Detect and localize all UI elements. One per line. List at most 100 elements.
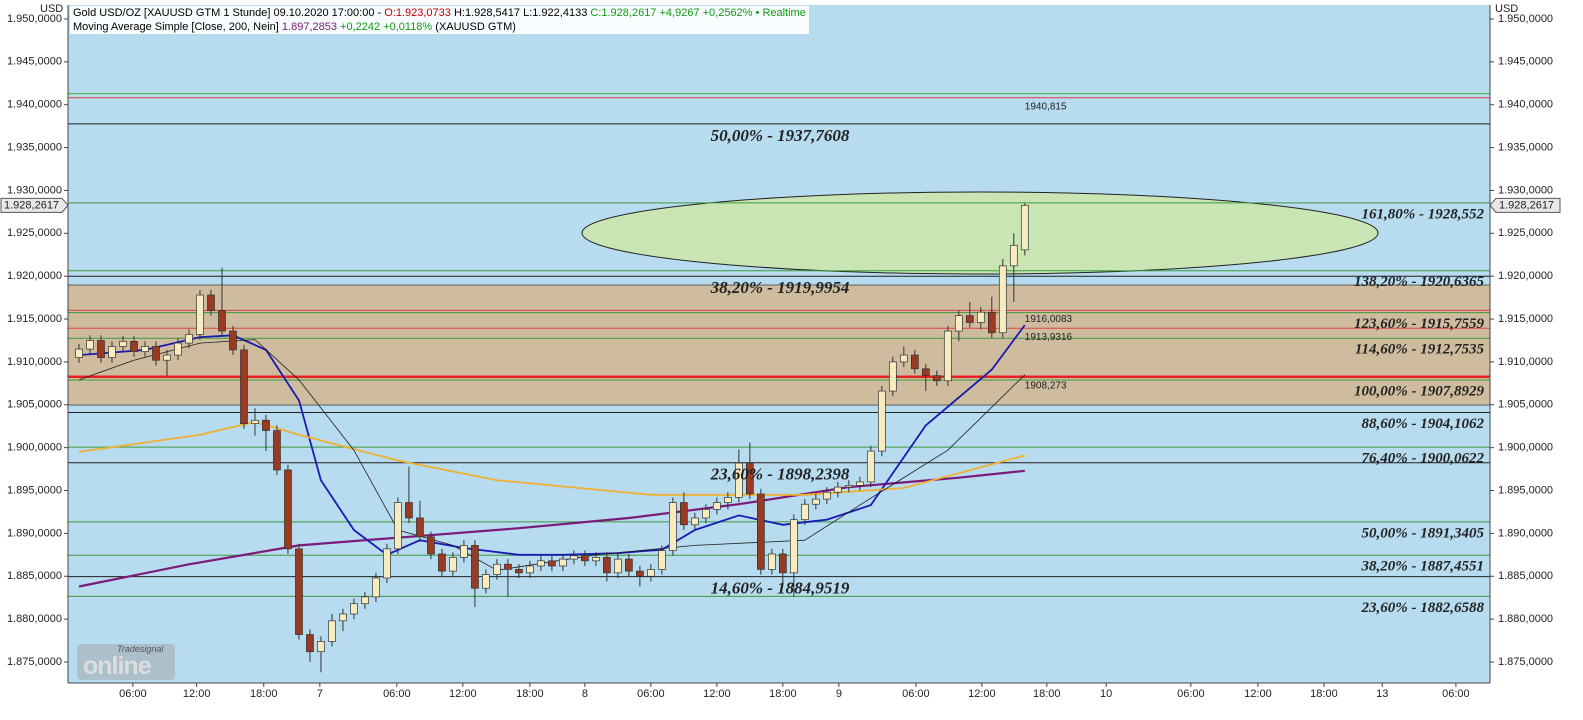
level-label: 38,20% - 1887,4551: [1361, 559, 1485, 575]
level-label: 14,60% - 1884,9519: [711, 579, 850, 598]
level-label: 1913,9316: [1025, 332, 1073, 343]
candle-body: [822, 491, 831, 500]
axis-unit-right: USD: [1495, 3, 1518, 15]
candle-body: [493, 563, 501, 575]
candle-body: [735, 462, 743, 498]
candle-body: [196, 294, 204, 335]
open-value: O:1.923,0733: [384, 7, 451, 19]
y-tick-label: 1.875,0000: [7, 656, 62, 668]
x-tick-label: 12:00: [183, 688, 211, 700]
candle-body: [229, 330, 237, 351]
last-price-label-right: 1.928,2617: [1499, 199, 1554, 211]
candle-body: [713, 502, 721, 510]
candle-body: [680, 502, 688, 526]
indicator-line: [78, 339, 1026, 571]
y-tick-label-right: 1.945,0000: [1498, 56, 1553, 68]
candle-body: [240, 349, 248, 424]
candle-body: [757, 493, 765, 570]
candle-body: [932, 375, 941, 382]
candle-body: [976, 311, 985, 323]
level-label: 23,60% - 1882,6588: [1361, 600, 1485, 616]
y-tick-label: 1.890,0000: [7, 527, 62, 539]
candle-body: [438, 553, 446, 572]
candle-body: [350, 603, 358, 615]
candle-body: [998, 265, 1007, 334]
price-zone: [67, 284, 1491, 406]
level-label: 50,00% - 1937,7608: [711, 126, 850, 145]
candle-body: [921, 368, 930, 376]
candle-body: [910, 354, 919, 370]
candle-body: [482, 574, 490, 589]
watermark-brand: Tradesignal: [117, 644, 164, 654]
axes: USD USD 1.875,0000 1.875,0000 1.880,0000 1.…: [0, 3, 1561, 700]
ma-change: +0,2242 +0,0118%: [340, 21, 433, 33]
level-label: 23,60% - 1898,2398: [710, 465, 850, 484]
y-tick-label: 1.880,0000: [7, 613, 62, 625]
candle-body: [625, 558, 633, 572]
candle-body: [152, 346, 160, 361]
candles: [75, 202, 1029, 673]
watermark: Tradesignal online: [77, 644, 175, 680]
candle-body: [647, 569, 655, 577]
candle-body: [218, 310, 226, 332]
y-tick-label: 1.940,0000: [7, 99, 62, 111]
ma-name: Moving Average Simple [Close, 200, Nein]: [73, 21, 279, 33]
level-label: 1940,815: [1025, 101, 1067, 112]
candle-body: [943, 330, 952, 382]
x-tick-label: 18:00: [1033, 688, 1061, 700]
watermark-name: online: [83, 652, 152, 680]
ma-line: Moving Average Simple [Close, 200, Nein]…: [73, 20, 806, 34]
candle-body: [372, 577, 380, 598]
candle-body: [174, 342, 182, 356]
y-tick-label: 1.915,0000: [7, 313, 62, 325]
y-tick-label-right: 1.880,0000: [1498, 613, 1553, 625]
candle-body: [778, 553, 787, 574]
y-tick-label: 1.895,0000: [7, 484, 62, 496]
x-tick-label: 7: [317, 688, 323, 700]
x-tick-label: 13: [1376, 688, 1388, 700]
level-label: 38,20% - 1919,9954: [710, 278, 850, 297]
y-tick-label-right: 1.890,0000: [1498, 527, 1553, 539]
x-tick-label: 06:00: [1177, 688, 1205, 700]
zones: [67, 284, 1491, 406]
y-tick-label-right: 1.910,0000: [1498, 356, 1553, 368]
candle-body: [328, 620, 336, 642]
x-tick-label: 18:00: [769, 688, 797, 700]
candle-body: [636, 570, 644, 577]
candle-body: [504, 563, 512, 570]
candle-body: [295, 548, 303, 635]
x-tick-label: 18:00: [1310, 688, 1338, 700]
candle-body: [691, 517, 699, 526]
level-label: 123,60% - 1915,7559: [1354, 316, 1484, 332]
candle-body: [449, 557, 457, 572]
candle-body: [515, 569, 523, 574]
y-tick-label-right: 1.930,0000: [1498, 184, 1553, 196]
candle-body: [207, 294, 215, 311]
header: Gold USD/OZ [XAUUSD GTM 1 Stunde] 09.10.…: [70, 6, 809, 34]
y-tick-label: 1.910,0000: [7, 356, 62, 368]
y-tick-label-right: 1.950,0000: [1498, 13, 1553, 25]
candle-body: [1020, 205, 1029, 251]
candle-body: [537, 560, 545, 567]
level-labels: 1940,815 50,00% - 1937,7608 161,80% - 1928…: [710, 101, 1485, 615]
x-tick-label: 12:00: [703, 688, 731, 700]
y-tick-label-right: 1.875,0000: [1498, 656, 1553, 668]
levels: [68, 93, 1490, 597]
y-tick-label-right: 1.895,0000: [1498, 484, 1553, 496]
candle-body: [811, 498, 820, 505]
level-label: 100,00% - 1907,8929: [1354, 383, 1484, 399]
y-tick-label-right: 1.885,0000: [1498, 570, 1553, 582]
level-label: 161,80% - 1928,552: [1362, 206, 1485, 222]
candle-body: [603, 557, 611, 574]
candle-body: [317, 641, 325, 653]
instrument: Gold USD/OZ [XAUUSD GTM 1 Stunde] 09.10.…: [73, 7, 382, 19]
candle-body: [471, 545, 479, 589]
high-value: H:1.928,5417: [453, 7, 521, 19]
y-tick-label: 1.900,0000: [7, 442, 62, 454]
y-tick-label-right: 1.925,0000: [1498, 227, 1553, 239]
y-tick-label: 1.930,0000: [7, 184, 62, 196]
y-tick-label-right: 1.905,0000: [1498, 399, 1553, 411]
candle-body: [262, 419, 270, 431]
candle-body: [273, 430, 281, 471]
candle-body: [888, 361, 897, 392]
